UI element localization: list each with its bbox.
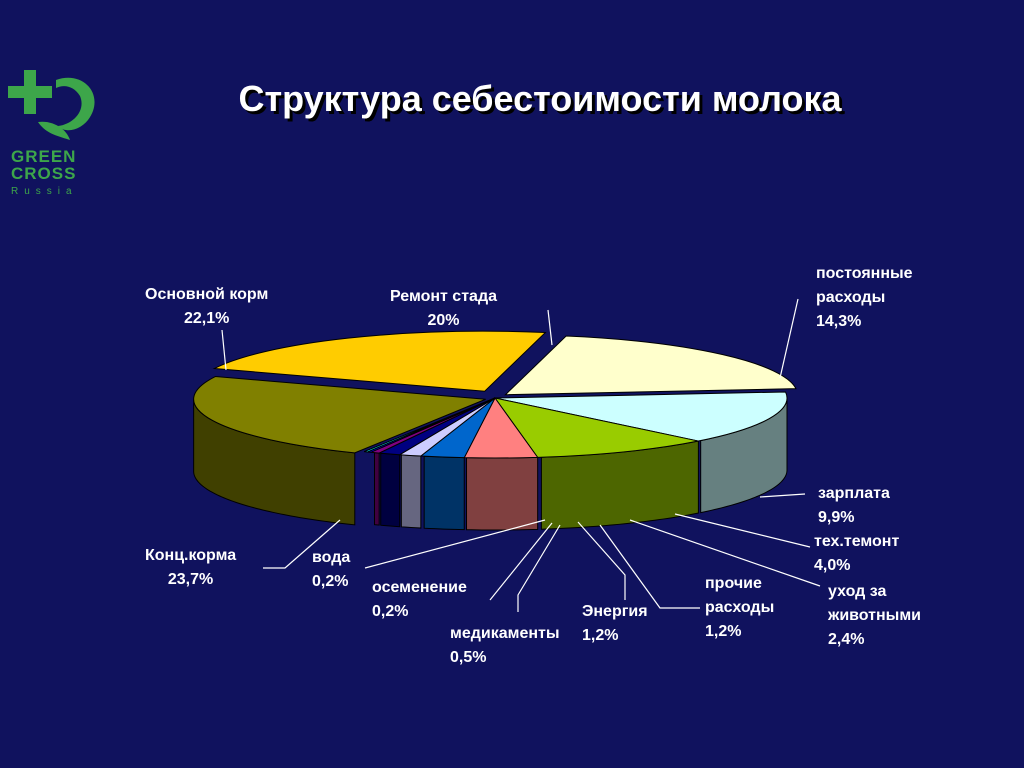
slice-label-8: осеменение 0,2% — [372, 576, 467, 624]
slice-value-6: 1,2% — [582, 627, 619, 644]
slice-label-0: Ремонт стада 20% — [390, 285, 497, 333]
leader-line-0 — [547, 309, 553, 346]
slice-value-9: 0,2% — [312, 573, 349, 590]
slice-label-3: тех.темонт 4,0% — [814, 530, 899, 578]
slice-name-2: зарплата — [818, 485, 890, 502]
slice-value-10: 23,7% — [167, 571, 214, 588]
slice-label-9: вода 0,2% — [312, 546, 350, 594]
leader-line-4 — [629, 519, 821, 587]
slice-label-5: прочие расходы 1,2% — [705, 572, 825, 644]
logo-line1: GREEN — [11, 147, 77, 166]
pie-wall-5 — [400, 454, 422, 529]
pie-slice-2 — [493, 397, 699, 458]
slice-label-11: Основной корм 22,1% — [145, 283, 268, 331]
green-cross-logo-icon — [8, 70, 95, 140]
pie-wall-6 — [380, 452, 401, 528]
leader-line-5 — [599, 524, 700, 609]
slice-name-4: уход за животными — [828, 583, 922, 624]
slice-name-10: Конц.корма — [145, 547, 237, 564]
slice-name-0: Ремонт стада — [390, 288, 497, 305]
slice-value-11: 22,1% — [183, 310, 230, 327]
pie-slice-10 — [193, 376, 486, 454]
leader-line-3 — [674, 513, 811, 548]
pie-wall-7 — [373, 452, 380, 526]
slice-value-8: 0,2% — [372, 603, 409, 620]
leader-line-9 — [364, 519, 546, 569]
slice-name-7: медикаменты — [450, 625, 560, 642]
slice-value-7: 0,5% — [450, 649, 487, 666]
page-title: Структура себестоимости молока — [238, 78, 842, 119]
pie-wall-3 — [466, 456, 539, 531]
slice-name-1: постоянные расходы — [816, 265, 913, 306]
leader-line-1 — [779, 298, 799, 379]
slice-value-4: 2,4% — [828, 631, 865, 648]
slice-label-1: постоянные расходы 14,3% — [816, 262, 936, 334]
pie-slice-11 — [212, 330, 547, 392]
leader-line-10 — [263, 519, 341, 569]
logo-line2: CROSS — [11, 164, 77, 183]
slice-label-7: медикаменты 0,5% — [450, 622, 560, 670]
slice-name-3: тех.темонт — [814, 533, 900, 550]
pie-slice-9 — [363, 397, 496, 453]
pie-slice-1 — [494, 391, 788, 442]
leader-line-11 — [221, 329, 227, 371]
slice-label-6: Энергия 1,2% — [582, 600, 648, 648]
slice-name-5: прочие расходы — [705, 575, 775, 616]
logo-line3: Russia — [11, 186, 78, 197]
slice-name-8: осеменение — [372, 579, 467, 596]
slice-value-1: 14,3% — [816, 313, 862, 330]
slice-name-9: вода — [312, 549, 351, 566]
leader-line-7 — [517, 524, 561, 612]
slice-name-11: Основной корм — [145, 286, 269, 303]
slice-label-2: зарплата 9,9% — [818, 482, 890, 530]
leader-line-2 — [759, 493, 806, 498]
leader-line-6 — [577, 521, 626, 600]
pie-wall-4 — [423, 455, 465, 531]
slice-name-6: Энергия — [582, 603, 648, 620]
leader-line-8 — [489, 522, 553, 601]
slice-label-10: Конц.корма 23,7% — [145, 544, 236, 592]
slice-value-3: 4,0% — [814, 557, 851, 574]
slice-value-0: 20% — [427, 312, 460, 329]
pie-slice-0 — [504, 335, 797, 396]
slice-label-4: уход за животными 2,4% — [828, 580, 948, 652]
slice-value-5: 1,2% — [705, 623, 742, 640]
slice-value-2: 9,9% — [818, 509, 855, 526]
